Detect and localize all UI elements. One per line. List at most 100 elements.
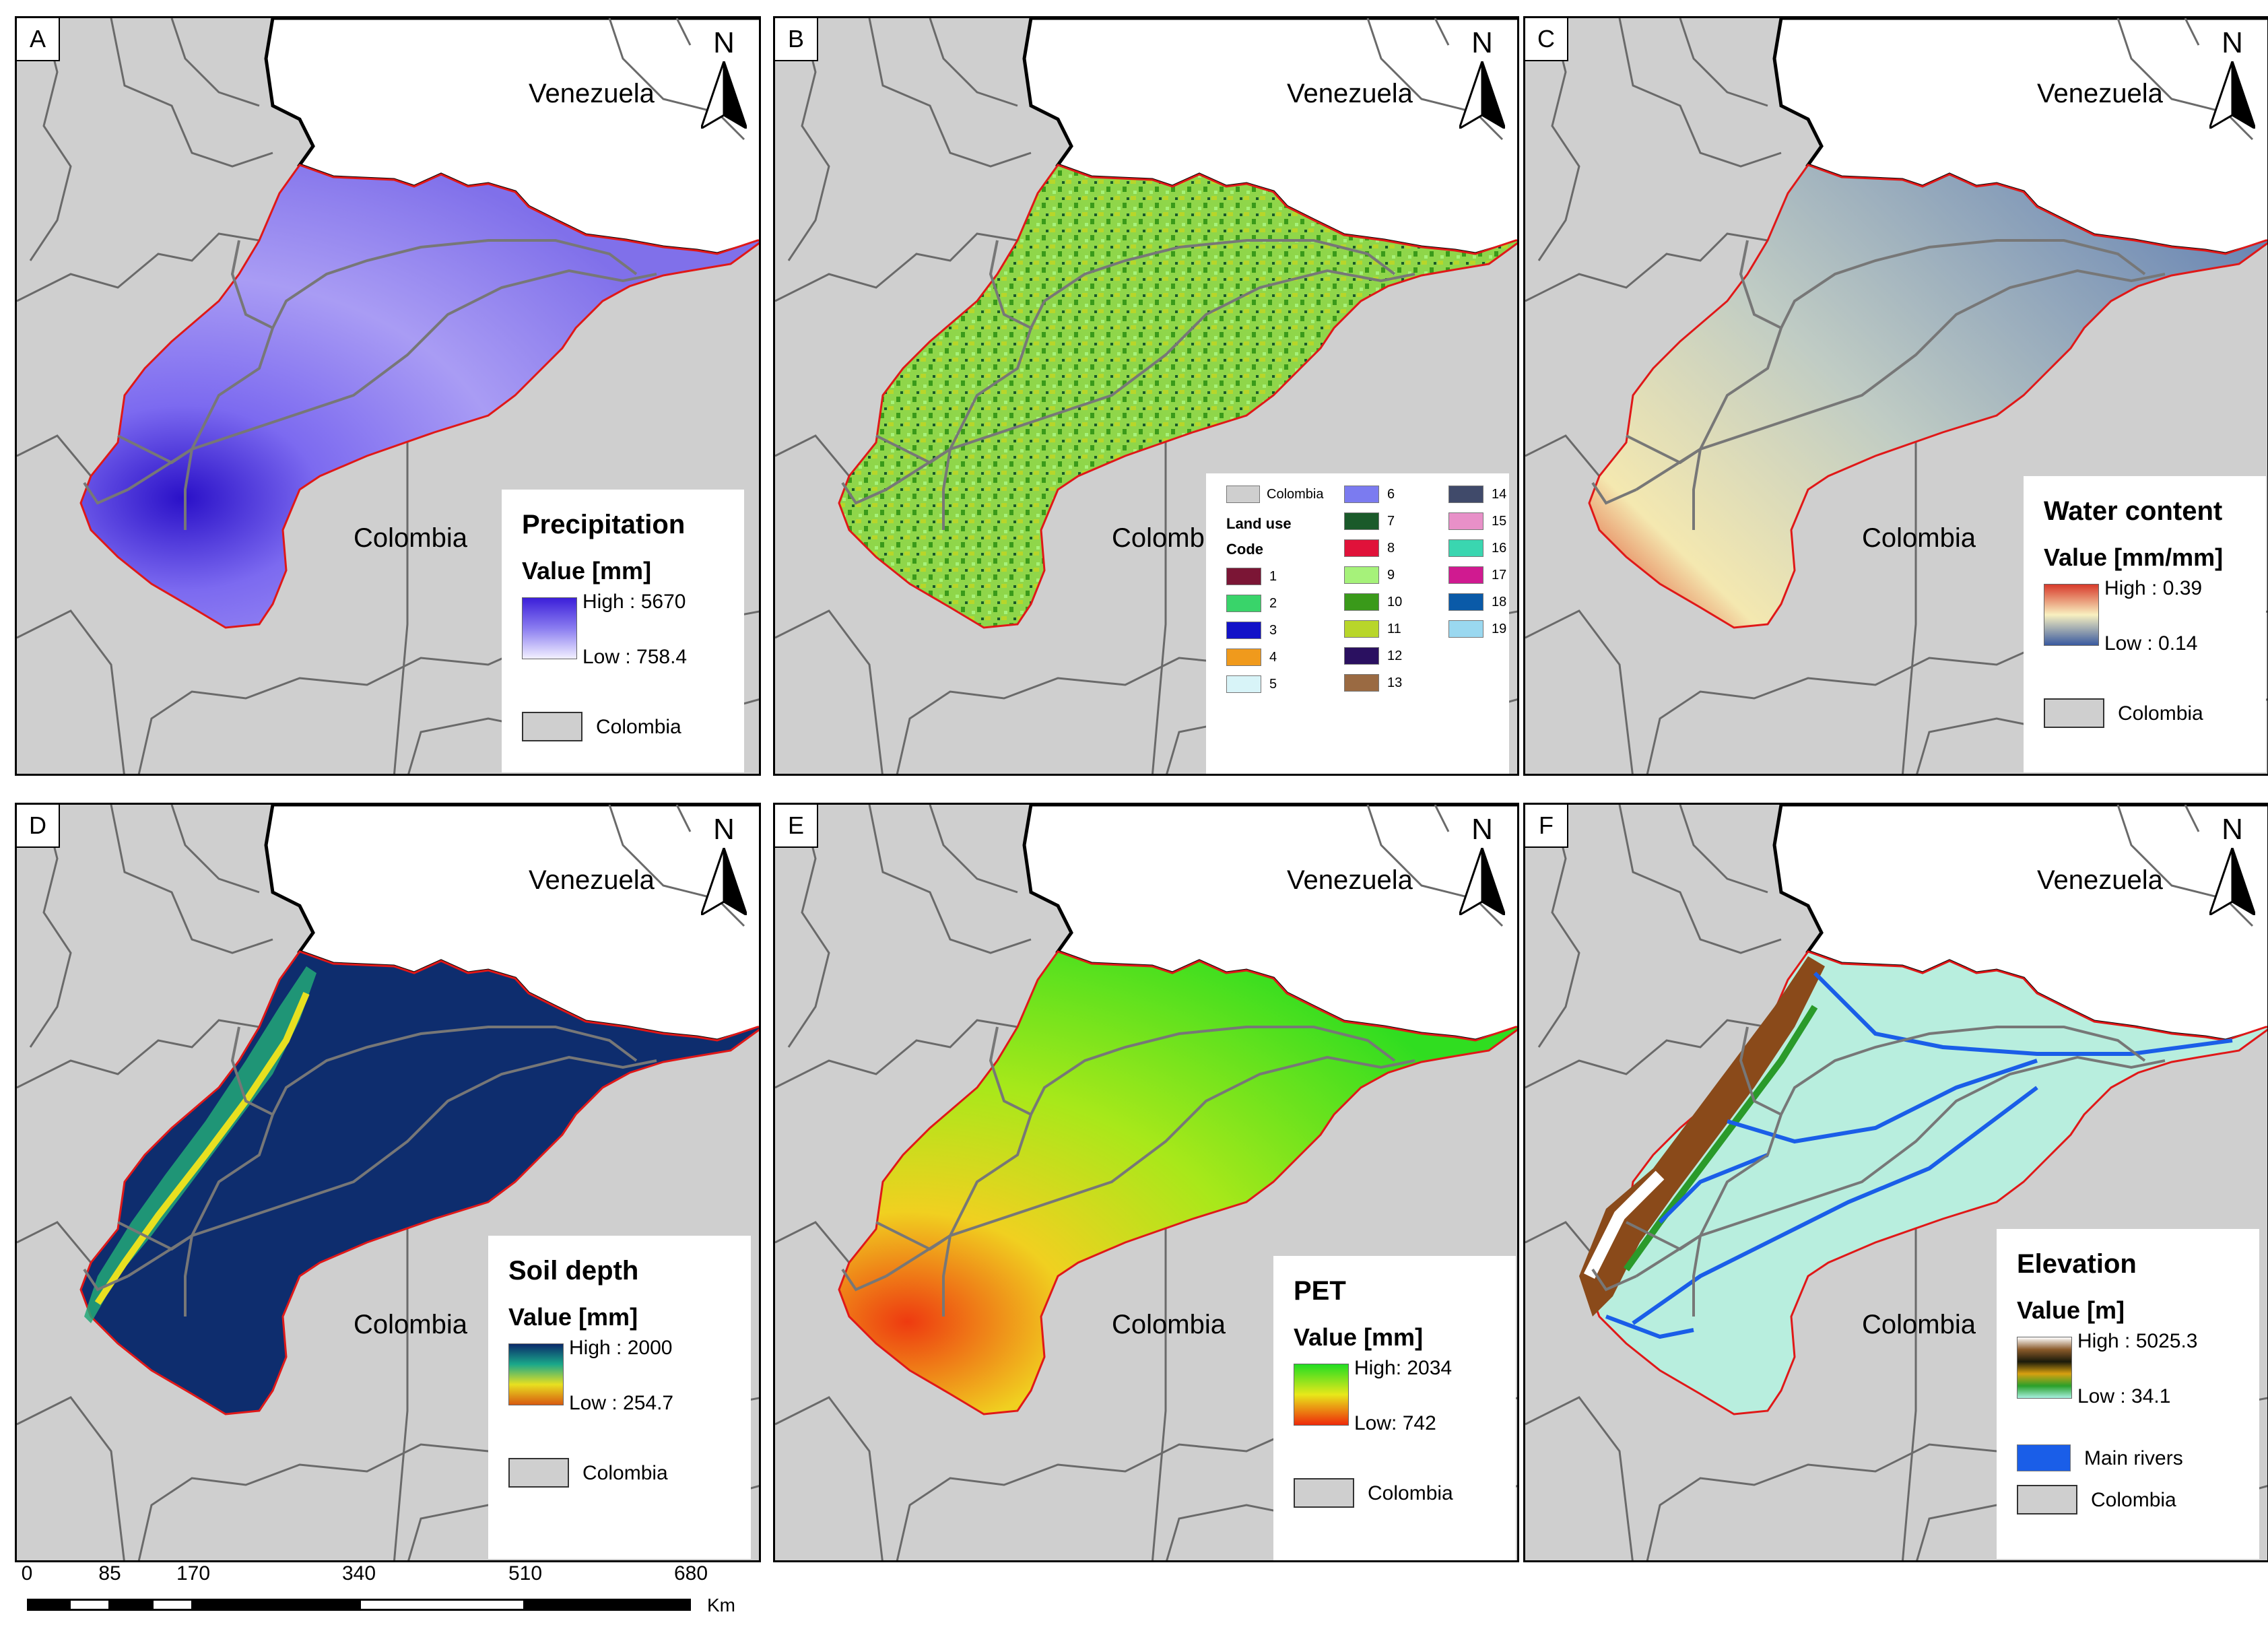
boundary-label: Colombia — [2091, 1489, 2176, 1511]
department-border — [127, 1055, 657, 1277]
basin-area — [838, 950, 1517, 1416]
department-border — [2116, 805, 2254, 927]
department-border — [608, 805, 745, 927]
panel-label: F — [1525, 805, 1568, 848]
landuse-class-swatch — [1344, 566, 1379, 584]
legend-high-value: High : 0.39 — [2104, 577, 2203, 599]
department-border — [868, 805, 1032, 954]
landuse-class-code: 10 — [1387, 595, 1403, 609]
map-panel-f: F Venezuela Colombia N Elevation Value [m] Hig… — [1523, 803, 2268, 1562]
department-border — [675, 805, 692, 832]
department-border — [17, 232, 260, 302]
north-arrow-icon — [701, 61, 747, 129]
scale-bar: 0 85 170 340 510 680 Km — [13, 1562, 735, 1630]
main-river — [1658, 1153, 1769, 1224]
department-border — [1618, 18, 1782, 168]
legend-color-ramp — [1294, 1364, 1349, 1426]
department-border — [170, 805, 260, 894]
department-border — [1699, 1026, 2146, 1236]
landuse-class-swatch — [1448, 512, 1483, 530]
legend-low-value: Low : 254.7 — [569, 1392, 674, 1414]
landuse-class-code: 12 — [1387, 648, 1403, 663]
department-border — [1366, 18, 1504, 141]
boundary-label: Colombia — [1368, 1482, 1453, 1504]
landuse-class-code: 4 — [1269, 650, 1277, 665]
department-border — [117, 434, 194, 530]
legend-low-value: Low: 742 — [1354, 1412, 1436, 1434]
legend-title: Precipitation — [522, 510, 686, 539]
department-border — [775, 1019, 1018, 1089]
landuse-class-code: 2 — [1269, 596, 1277, 611]
north-label: N — [1471, 813, 1493, 846]
department-border — [885, 269, 1415, 491]
legend-high-value: High: 2034 — [1354, 1357, 1453, 1379]
soil-shallow-zone — [94, 992, 310, 1305]
landuse-class-swatch — [1226, 595, 1261, 612]
department-border — [885, 1055, 1415, 1277]
basin-area — [1588, 164, 2267, 629]
map-panel-d: D Venezuela Colombia N Soil depth Value [mm] H… — [15, 803, 761, 1562]
map-panel-e: E Venezuela Colombia N PET Value [mm] High: 20… — [773, 803, 1519, 1562]
basin-map — [17, 18, 759, 774]
north-arrow: N — [2205, 813, 2259, 927]
landuse-class-code: 5 — [1269, 677, 1277, 692]
north-arrow-icon — [1459, 61, 1505, 129]
department-border — [1679, 805, 1768, 894]
boundary-swatch — [1226, 486, 1260, 503]
department-border — [608, 18, 745, 141]
landuse-class-code: 11 — [1387, 622, 1401, 636]
department-border — [127, 269, 657, 491]
landuse-class-code: 18 — [1492, 595, 1507, 609]
scale-tick: 170 — [176, 1562, 211, 1585]
landuse-class-swatch — [1448, 566, 1483, 584]
legend-color-ramp — [2044, 584, 2099, 646]
north-label: N — [713, 26, 735, 59]
landuse-class-swatch — [1344, 647, 1379, 665]
map-panel-b: B Venezuela Colombia N Colombia Land use Code 1… — [773, 16, 1519, 776]
landuse-class-code: 19 — [1492, 622, 1507, 636]
department-border — [17, 434, 92, 477]
map-panel-c: C Venezuela Colombia N Water content Value [m… — [1523, 16, 2268, 776]
legend-color-ramp — [2017, 1337, 2072, 1399]
department-border — [17, 609, 125, 774]
department-border — [393, 1209, 409, 1560]
boundary-label: Colombia — [2118, 702, 2203, 725]
country-label-colombia: Colombia — [1862, 523, 1976, 553]
basin-map — [1525, 18, 2267, 774]
landuse-class-code: 9 — [1387, 568, 1395, 582]
boundary-swatch — [2044, 698, 2104, 728]
north-arrow-icon — [1459, 848, 1505, 915]
legend-subtitle: Value [mm/mm] — [2044, 543, 2224, 571]
department-border — [2184, 18, 2200, 46]
department-border — [230, 240, 273, 329]
legend-title: Elevation — [2017, 1249, 2137, 1279]
department-border — [1525, 609, 1634, 774]
country-label-colombia: Colombia — [354, 523, 467, 553]
legend: Precipitation Value [mm] High : 5670 Low : … — [502, 490, 744, 772]
legend-high-value: High : 5670 — [582, 591, 686, 613]
department-border — [1699, 239, 2146, 450]
country-label-venezuela: Venezuela — [2037, 865, 2163, 895]
scale-unit: Km — [707, 1595, 735, 1616]
landuse-class-swatch — [1448, 620, 1483, 638]
scale-tick: 0 — [21, 1562, 33, 1585]
legend-subtitle: Value [mm] — [522, 557, 652, 585]
department-border — [230, 1026, 273, 1116]
department-border — [1739, 1026, 1782, 1116]
landuse-class-code: 7 — [1387, 514, 1395, 529]
legend: Elevation Value [m] High : 5025.3 Low : 34.… — [1997, 1229, 2259, 1559]
boundary-label: Colombia — [1267, 487, 1324, 502]
north-label: N — [2222, 26, 2243, 59]
legend-title: Soil depth — [508, 1256, 639, 1286]
panel-label: E — [775, 805, 818, 848]
scale-tick: 340 — [341, 1562, 376, 1585]
north-arrow-icon — [2209, 61, 2255, 129]
landuse-class-swatch — [1226, 675, 1261, 693]
landuse-class-swatch — [1448, 539, 1483, 557]
department-border — [17, 1221, 92, 1263]
department-border — [17, 1396, 125, 1560]
landuse-class-code: 13 — [1387, 675, 1403, 690]
panel-label: C — [1525, 18, 1568, 61]
landuse-class-code: 17 — [1492, 568, 1507, 582]
landuse-class-swatch — [1344, 674, 1379, 692]
